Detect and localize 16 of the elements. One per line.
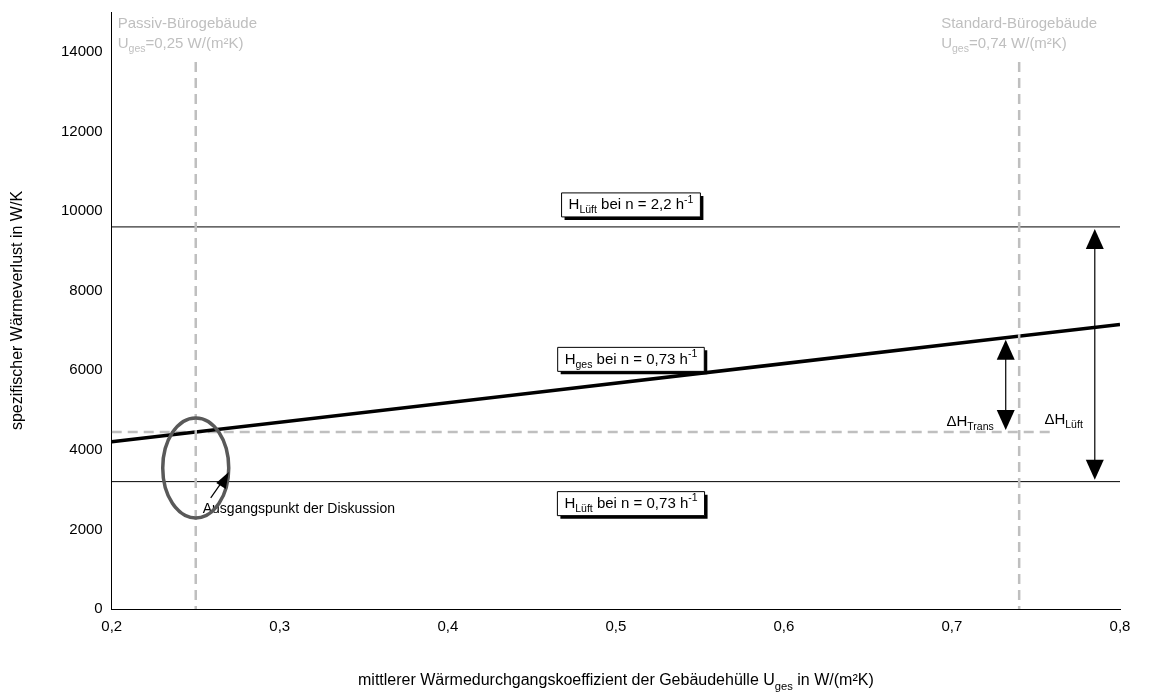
x-tick-label: 0,5 [605, 617, 627, 635]
y-tick-label: 8000 [69, 280, 103, 298]
y-tick-label: 14000 [60, 41, 103, 59]
x-tick-label: 0,6 [773, 617, 795, 635]
y-tick-label: 0 [94, 599, 103, 617]
y-tick-label: 4000 [69, 439, 103, 457]
y-axis-title: spezifischer Wärmeverlust in W/K [8, 190, 26, 431]
x-tick-label: 0,7 [941, 617, 963, 635]
x-tick-label: 0,3 [269, 617, 291, 635]
x-tick-label: 0,4 [437, 617, 459, 635]
x-tick-label: 0,2 [101, 617, 123, 635]
y-tick-label: 12000 [60, 121, 103, 139]
y-tick-label: 10000 [60, 201, 103, 219]
y-tick-label: 6000 [69, 360, 103, 378]
x-tick-label: 0,8 [1109, 617, 1131, 635]
y-tick-label: 2000 [69, 519, 103, 537]
